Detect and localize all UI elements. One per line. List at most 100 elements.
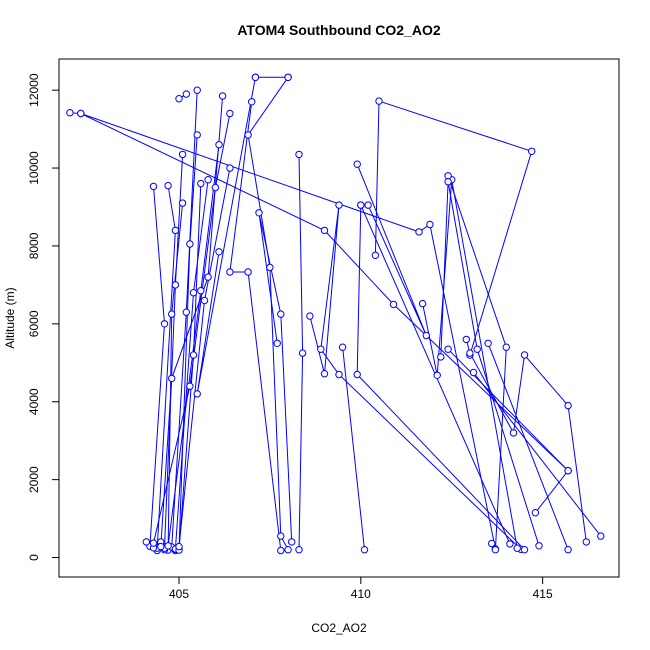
- data-point: [168, 374, 176, 383]
- y-axis-label: Altitude (m): [3, 287, 17, 348]
- data-point: [320, 226, 329, 235]
- data-point: [426, 220, 434, 229]
- data-point: [284, 546, 292, 554]
- data-point: [215, 141, 223, 149]
- data-point: [389, 300, 398, 309]
- series-line: [167, 144, 220, 546]
- data-point: [186, 240, 194, 248]
- y-axis: 0 2000 4000 6000 8000 10000 12000: [27, 73, 60, 561]
- data-point: [433, 371, 441, 379]
- data-point: [182, 90, 191, 98]
- data-point: [193, 86, 201, 94]
- data-point: [157, 542, 165, 551]
- data-point: [77, 109, 85, 118]
- data-point: [564, 546, 572, 554]
- data-point: [149, 539, 158, 547]
- data-point: [226, 109, 234, 118]
- series-line: [196, 77, 256, 394]
- data-point: [360, 546, 369, 554]
- plot-frame: [58, 58, 620, 578]
- data-point: [66, 109, 74, 117]
- y-tick-label: 8000: [27, 232, 41, 259]
- data-point: [200, 296, 209, 305]
- data-point: [244, 268, 252, 276]
- data-point: [171, 281, 180, 289]
- data-point: [513, 544, 521, 552]
- series-line: [149, 186, 166, 551]
- data-point: [320, 370, 329, 378]
- data-point: [506, 540, 514, 548]
- data-point: [248, 98, 256, 106]
- data-point: [164, 181, 172, 190]
- series-line: [447, 348, 569, 472]
- data-point: [204, 273, 212, 281]
- data-point: [335, 370, 343, 379]
- data-point: [484, 339, 492, 347]
- y-tick-label: 6000: [27, 310, 41, 337]
- x-tick-label: 410: [351, 587, 371, 601]
- data-point: [182, 308, 191, 316]
- y-tick-label: 2000: [27, 466, 41, 493]
- x-axis: 405 410 415: [169, 576, 553, 601]
- data-point: [520, 546, 529, 554]
- x-tick-label: 415: [533, 587, 553, 601]
- series-line: [487, 343, 569, 550]
- data-point: [186, 382, 194, 390]
- data-point: [437, 353, 445, 361]
- data-point: [277, 532, 285, 540]
- series-lines: [69, 76, 602, 551]
- data-point: [564, 467, 572, 475]
- x-tick-label: 405: [169, 587, 189, 601]
- data-point: [338, 343, 347, 351]
- data-point: [422, 331, 430, 340]
- data-point: [520, 351, 529, 359]
- x-axis-label: CO2_AO2: [311, 621, 367, 635]
- data-point: [193, 390, 201, 398]
- data-point: [509, 429, 518, 437]
- data-point: [473, 345, 481, 353]
- series-line: [153, 113, 231, 544]
- data-point: [251, 73, 260, 82]
- data-point: [204, 176, 212, 184]
- y-tick-label: 4000: [27, 388, 41, 415]
- data-point: [189, 289, 198, 297]
- data-point: [582, 538, 590, 546]
- data-point: [288, 538, 296, 546]
- data-point: [488, 539, 496, 548]
- data-point: [531, 509, 540, 517]
- data-point: [164, 542, 172, 550]
- series-line: [229, 101, 282, 551]
- data-point: [353, 160, 361, 168]
- series-line: [80, 113, 496, 550]
- data-point: [469, 368, 478, 377]
- data-point: [171, 226, 180, 235]
- data-point: [178, 150, 187, 159]
- data-point: [597, 532, 605, 540]
- data-point: [189, 351, 198, 359]
- data-point: [244, 131, 252, 139]
- data-point: [178, 199, 187, 207]
- series-line: [374, 100, 533, 356]
- data-point: [197, 287, 205, 295]
- data-point: [226, 268, 234, 276]
- data-point: [142, 538, 151, 546]
- data-point: [502, 343, 510, 351]
- data-point: [466, 349, 474, 357]
- data-point: [317, 345, 325, 353]
- chart-title: ATOM4 Southbound CO2_AO2: [237, 22, 440, 38]
- data-point: [415, 228, 423, 236]
- data-point: [418, 299, 427, 308]
- data-point: [175, 542, 183, 551]
- data-point: [277, 310, 285, 318]
- y-tick-label: 0: [27, 554, 41, 561]
- series-line: [258, 212, 293, 542]
- data-point: [371, 251, 380, 260]
- data-point: [295, 150, 303, 159]
- series-line: [342, 347, 365, 550]
- y-tick-label: 10000: [27, 151, 41, 185]
- data-point: [226, 164, 234, 172]
- data-point: [215, 248, 223, 256]
- data-point: [528, 147, 536, 156]
- data-point: [168, 310, 176, 318]
